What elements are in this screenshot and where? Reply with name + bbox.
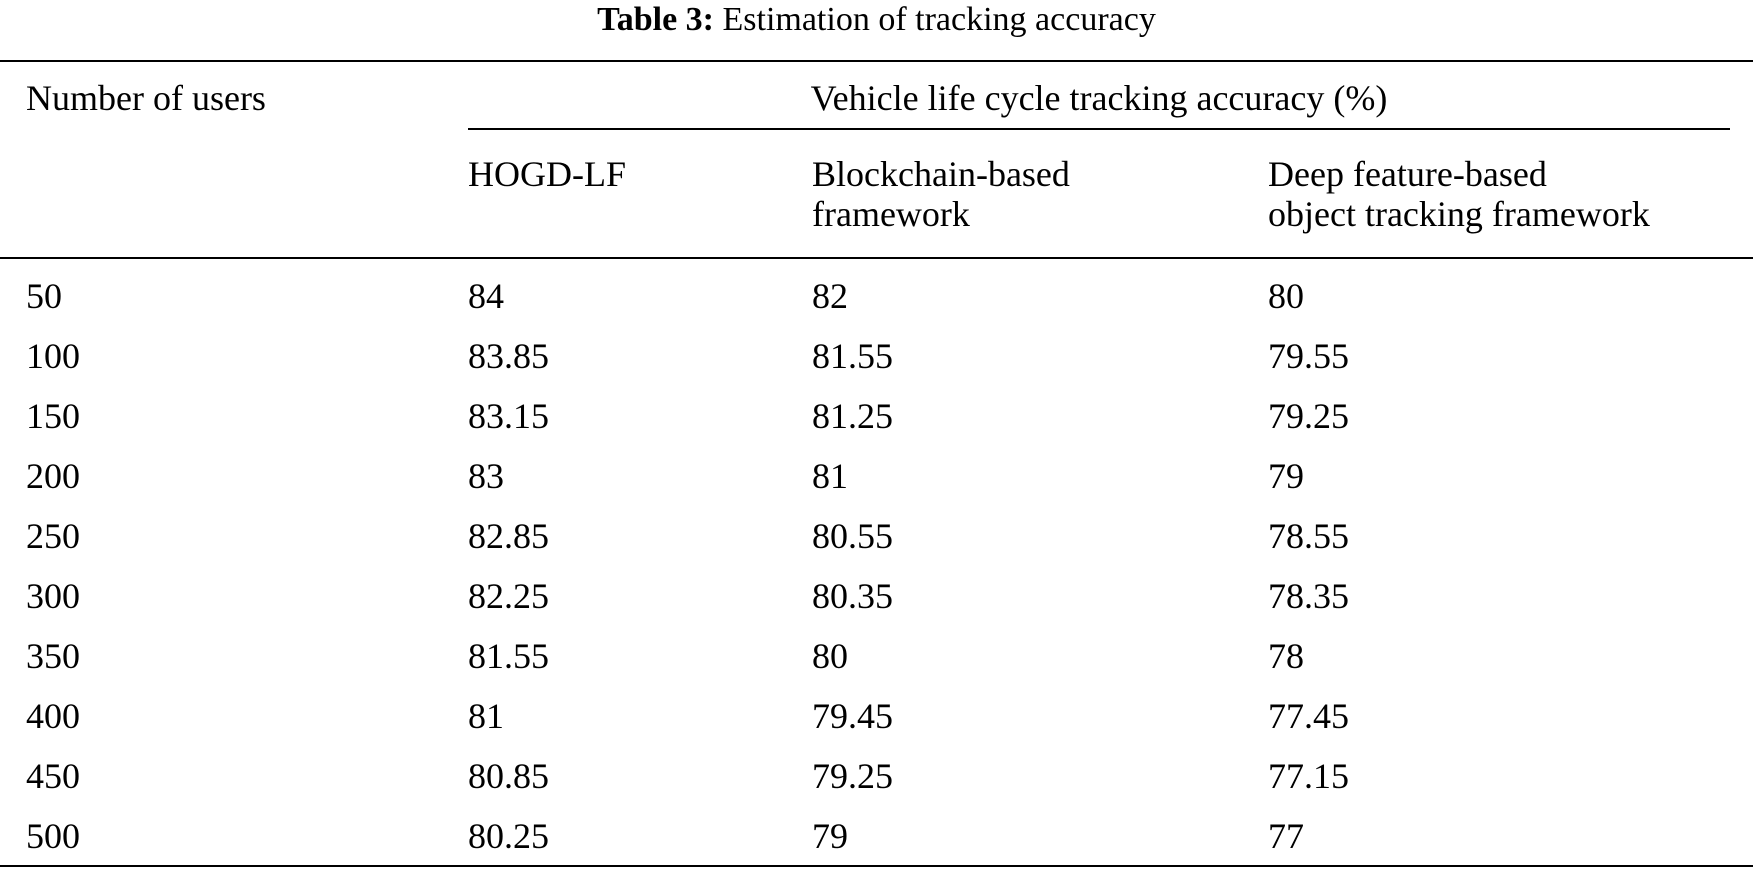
bottom-rule [0, 865, 1753, 867]
cell-deep-feature: 80 [1268, 276, 1304, 316]
cell-blockchain: 81.25 [812, 396, 893, 436]
cell-blockchain: 82 [812, 276, 848, 316]
cell-users: 100 [26, 336, 80, 376]
header-deep-feature-line2: object tracking framework [1268, 194, 1650, 234]
cell-users: 200 [26, 456, 80, 496]
top-rule [0, 60, 1753, 62]
table-row: 500 80.25 79 77 [0, 816, 1753, 876]
header-deep-feature-line1: Deep feature-based [1268, 154, 1547, 194]
table-row: 250 82.85 80.55 78.55 [0, 516, 1753, 576]
header-deep-feature-framework: Deep feature-based object tracking frame… [1268, 154, 1650, 234]
table-row: 150 83.15 81.25 79.25 [0, 396, 1753, 456]
cell-blockchain: 80.55 [812, 516, 893, 556]
cell-users: 250 [26, 516, 80, 556]
cell-hogd-lf: 83.85 [468, 336, 549, 376]
table-row: 450 80.85 79.25 77.15 [0, 756, 1753, 816]
cell-hogd-lf: 80.85 [468, 756, 549, 796]
header-hogd-lf-label: HOGD-LF [468, 154, 626, 194]
cell-users: 50 [26, 276, 62, 316]
cell-deep-feature: 78.55 [1268, 516, 1349, 556]
cell-blockchain: 80 [812, 636, 848, 676]
table-caption: Table 3: Estimation of tracking accuracy [0, 0, 1753, 44]
header-hogd-lf: HOGD-LF [468, 154, 626, 194]
cell-deep-feature: 77 [1268, 816, 1304, 856]
table-row: 50 84 82 80 [0, 276, 1753, 336]
cell-blockchain: 79.25 [812, 756, 893, 796]
cell-deep-feature: 78.35 [1268, 576, 1349, 616]
table-row: 350 81.55 80 78 [0, 636, 1753, 696]
cell-hogd-lf: 80.25 [468, 816, 549, 856]
cell-hogd-lf: 83.15 [468, 396, 549, 436]
cell-blockchain: 81.55 [812, 336, 893, 376]
cell-blockchain: 80.35 [812, 576, 893, 616]
table-row: 100 83.85 81.55 79.55 [0, 336, 1753, 396]
cell-blockchain: 79.45 [812, 696, 893, 736]
table-caption-label: Table 3: [597, 1, 714, 38]
cell-hogd-lf: 81 [468, 696, 504, 736]
cell-hogd-lf: 82.25 [468, 576, 549, 616]
cell-deep-feature: 79.55 [1268, 336, 1349, 376]
cell-deep-feature: 77.45 [1268, 696, 1349, 736]
cell-blockchain: 81 [812, 456, 848, 496]
table-row: 400 81 79.45 77.45 [0, 696, 1753, 756]
cell-hogd-lf: 82.85 [468, 516, 549, 556]
table-caption-text: Estimation of tracking accuracy [722, 1, 1156, 38]
cell-deep-feature: 77.15 [1268, 756, 1349, 796]
cell-users: 500 [26, 816, 80, 856]
header-accuracy-span: Vehicle life cycle tracking accuracy (%) [810, 78, 1388, 118]
cell-blockchain: 79 [812, 816, 848, 856]
cell-deep-feature: 79.25 [1268, 396, 1349, 436]
cell-users: 300 [26, 576, 80, 616]
cell-users: 450 [26, 756, 80, 796]
header-blockchain-line1: Blockchain-based [812, 154, 1070, 194]
spanner-rule [468, 128, 1730, 130]
cell-users: 350 [26, 636, 80, 676]
cell-users: 400 [26, 696, 80, 736]
cell-deep-feature: 78 [1268, 636, 1304, 676]
header-number-of-users: Number of users [26, 78, 266, 118]
header-blockchain-framework: Blockchain-based framework [812, 154, 1070, 234]
cell-hogd-lf: 81.55 [468, 636, 549, 676]
cell-hogd-lf: 83 [468, 456, 504, 496]
cell-hogd-lf: 84 [468, 276, 504, 316]
table-row: 200 83 81 79 [0, 456, 1753, 516]
table-row: 300 82.25 80.35 78.35 [0, 576, 1753, 636]
cell-deep-feature: 79 [1268, 456, 1304, 496]
header-bottom-rule [0, 257, 1753, 259]
cell-users: 150 [26, 396, 80, 436]
header-blockchain-line2: framework [812, 194, 970, 234]
